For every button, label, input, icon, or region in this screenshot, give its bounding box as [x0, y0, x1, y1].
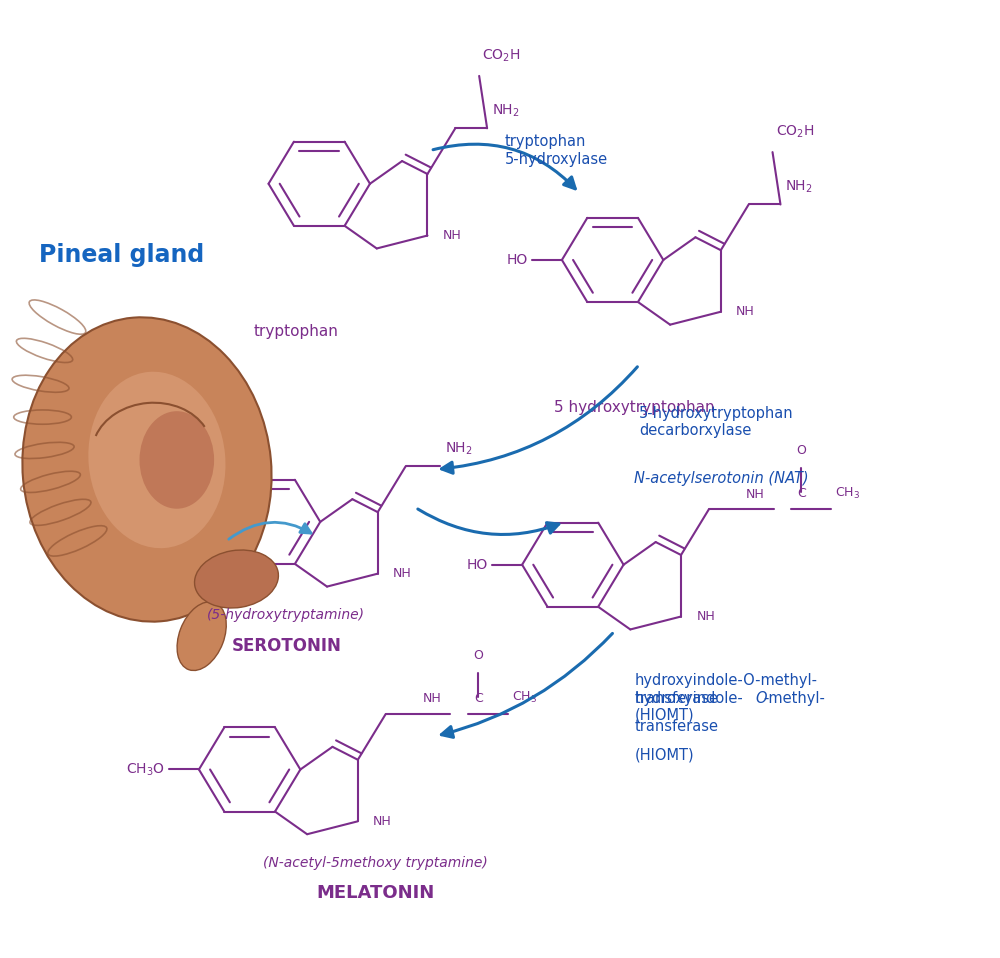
Text: C: C [474, 692, 483, 704]
Text: NH$_2$: NH$_2$ [445, 441, 473, 457]
Ellipse shape [177, 602, 226, 671]
Text: N-acetylserotonin (NAT): N-acetylserotonin (NAT) [634, 471, 809, 487]
Text: 5 hydroxytryptophan: 5 hydroxytryptophan [554, 400, 715, 415]
Text: tryptophan
5-hydroxylase: tryptophan 5-hydroxylase [505, 134, 608, 167]
Text: hydroxyindole-O-methyl-
transferase
(HIOMT): hydroxyindole-O-methyl- transferase (HIO… [634, 673, 817, 723]
Text: NH: NH [696, 610, 715, 623]
Text: hydroxyindole-: hydroxyindole- [634, 691, 743, 705]
Text: O: O [756, 691, 767, 705]
Ellipse shape [195, 550, 278, 608]
Text: NH: NH [373, 815, 392, 828]
Text: NH$_2$: NH$_2$ [492, 103, 520, 119]
Text: tryptophan: tryptophan [254, 324, 339, 339]
Text: NH: NH [746, 488, 764, 501]
Text: NH$_2$: NH$_2$ [785, 178, 813, 195]
Text: 5-hydroxytryptophan
decarborxylase: 5-hydroxytryptophan decarborxylase [639, 405, 794, 438]
Text: CH$_3$O: CH$_3$O [126, 762, 165, 778]
Text: C: C [797, 487, 806, 500]
Text: (5-hydroxytryptamine): (5-hydroxytryptamine) [207, 608, 365, 622]
Text: (HIOMT): (HIOMT) [634, 747, 694, 763]
Text: NH: NH [393, 567, 412, 581]
Text: SEROTONIN: SEROTONIN [231, 637, 341, 654]
Text: HO: HO [467, 558, 488, 572]
Text: O: O [796, 444, 806, 457]
Text: CO$_2$H: CO$_2$H [776, 124, 814, 140]
Text: HO: HO [164, 514, 185, 529]
Text: NH: NH [736, 306, 755, 318]
Text: HO: HO [507, 253, 528, 267]
Text: O: O [473, 649, 483, 662]
Text: NH: NH [443, 229, 461, 242]
Text: transferase: transferase [634, 719, 718, 734]
Text: CH$_3$: CH$_3$ [835, 486, 860, 501]
Text: CH$_3$: CH$_3$ [512, 691, 537, 705]
Text: NH: NH [422, 693, 441, 705]
Ellipse shape [22, 317, 272, 622]
Text: MELATONIN: MELATONIN [317, 884, 435, 902]
Ellipse shape [140, 411, 214, 509]
Text: Pineal gland: Pineal gland [39, 243, 205, 267]
Text: CO$_2$H: CO$_2$H [482, 47, 521, 63]
Text: -methyl-: -methyl- [764, 691, 825, 705]
Ellipse shape [88, 372, 225, 548]
Text: (N-acetyl-5methoxy tryptamine): (N-acetyl-5methoxy tryptamine) [263, 855, 488, 870]
